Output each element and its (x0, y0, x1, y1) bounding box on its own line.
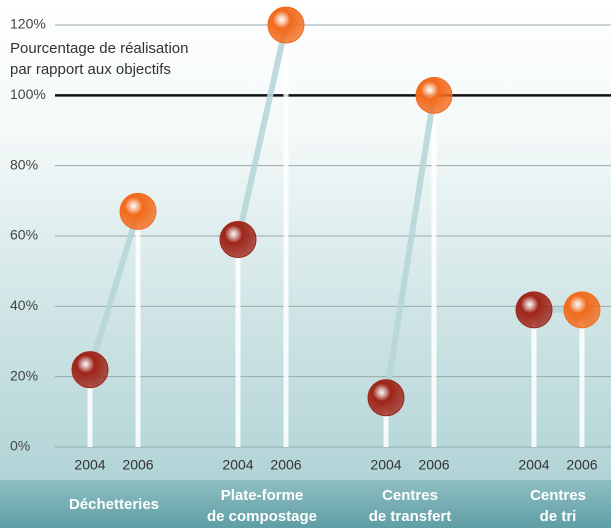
ball (563, 291, 601, 329)
ball (267, 6, 305, 44)
y-tick-label: 80% (10, 156, 38, 172)
series-label: 2006 (122, 457, 153, 473)
ball (367, 379, 405, 417)
y-tick-label: 120% (10, 16, 46, 32)
y-axis-label: par rapport aux objectifs (10, 61, 171, 78)
category-label: Plate-forme (221, 487, 304, 504)
category-label: de compostage (207, 508, 317, 525)
category-label: Centres (530, 487, 586, 504)
series-label: 2004 (518, 457, 549, 473)
series-label: 2004 (222, 457, 253, 473)
series-label: 2004 (74, 457, 105, 473)
series-label: 2004 (370, 457, 401, 473)
series-label: 2006 (566, 457, 597, 473)
label-band (0, 480, 611, 528)
ball (219, 221, 257, 259)
category-label: de transfert (369, 508, 452, 525)
connector (235, 24, 289, 241)
category-label: Centres (382, 487, 438, 504)
y-tick-label: 100% (10, 86, 46, 102)
connector (383, 94, 437, 399)
series-label: 2006 (418, 457, 449, 473)
ball (415, 76, 453, 114)
y-axis-label: Pourcentage de réalisation (10, 40, 188, 57)
y-tick-label: 40% (10, 297, 38, 313)
y-tick-label: 20% (10, 367, 38, 383)
ball (71, 351, 109, 389)
y-tick-label: 60% (10, 227, 38, 243)
ball (515, 291, 553, 329)
category-label: Déchetteries (69, 496, 159, 513)
ball (119, 192, 157, 230)
y-tick-label: 0% (10, 438, 30, 454)
category-label: de tri (540, 508, 577, 525)
connector (87, 210, 141, 371)
series-label: 2006 (270, 457, 301, 473)
